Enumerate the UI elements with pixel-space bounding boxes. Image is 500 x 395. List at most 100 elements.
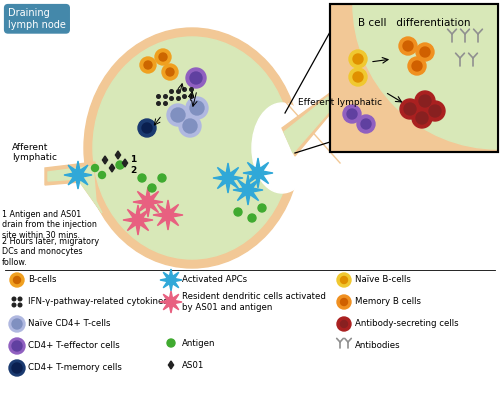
- Circle shape: [98, 171, 105, 179]
- Circle shape: [429, 105, 441, 117]
- Polygon shape: [110, 164, 114, 172]
- Polygon shape: [282, 93, 345, 156]
- Polygon shape: [133, 187, 163, 217]
- Circle shape: [144, 61, 152, 69]
- Text: Naïve CD4+ T-cells: Naïve CD4+ T-cells: [28, 320, 110, 329]
- Circle shape: [353, 54, 363, 64]
- Circle shape: [176, 90, 180, 93]
- Circle shape: [10, 273, 24, 287]
- Circle shape: [92, 164, 98, 171]
- Text: Draining
lymph node: Draining lymph node: [8, 8, 66, 30]
- Circle shape: [164, 95, 168, 98]
- Circle shape: [343, 105, 361, 123]
- Circle shape: [337, 273, 351, 287]
- Circle shape: [9, 316, 25, 332]
- Text: Antibodies: Antibodies: [355, 342, 401, 350]
- Circle shape: [337, 295, 351, 309]
- FancyBboxPatch shape: [330, 4, 498, 152]
- Circle shape: [412, 61, 422, 71]
- Polygon shape: [213, 163, 243, 193]
- Circle shape: [248, 214, 256, 222]
- Circle shape: [162, 64, 178, 80]
- Circle shape: [167, 339, 175, 347]
- Polygon shape: [153, 200, 183, 230]
- Polygon shape: [123, 205, 153, 235]
- Ellipse shape: [84, 28, 300, 268]
- Circle shape: [357, 115, 375, 133]
- Circle shape: [182, 88, 186, 91]
- Circle shape: [182, 95, 186, 98]
- Circle shape: [361, 119, 371, 129]
- Polygon shape: [233, 175, 263, 205]
- Polygon shape: [160, 269, 182, 291]
- Text: CD4+ T-effector cells: CD4+ T-effector cells: [28, 342, 120, 350]
- Text: 2 Hours later, migratory
DCs and monocytes
follow.: 2 Hours later, migratory DCs and monocyt…: [2, 237, 99, 267]
- Text: 1: 1: [130, 155, 136, 164]
- Text: IFN-γ-pathway-related cytokines: IFN-γ-pathway-related cytokines: [28, 297, 168, 307]
- Circle shape: [190, 88, 194, 91]
- Circle shape: [166, 68, 174, 76]
- Polygon shape: [116, 151, 120, 159]
- Circle shape: [183, 119, 197, 133]
- Circle shape: [412, 108, 432, 128]
- Circle shape: [190, 101, 204, 115]
- Circle shape: [138, 174, 146, 182]
- Circle shape: [416, 112, 428, 124]
- Polygon shape: [160, 291, 182, 313]
- Text: Antigen: Antigen: [182, 339, 216, 348]
- Circle shape: [415, 91, 435, 111]
- Circle shape: [186, 68, 206, 88]
- Circle shape: [234, 208, 242, 216]
- Circle shape: [408, 57, 426, 75]
- Circle shape: [148, 184, 156, 192]
- Circle shape: [419, 95, 431, 107]
- Polygon shape: [168, 361, 173, 369]
- Circle shape: [337, 317, 351, 331]
- Circle shape: [340, 299, 347, 305]
- Circle shape: [399, 37, 417, 55]
- Circle shape: [170, 90, 173, 93]
- Text: Naïve B-cells: Naïve B-cells: [355, 275, 411, 284]
- Wedge shape: [353, 4, 498, 149]
- Circle shape: [167, 104, 189, 126]
- Ellipse shape: [93, 37, 291, 259]
- Circle shape: [190, 95, 194, 98]
- Circle shape: [156, 95, 160, 98]
- Circle shape: [158, 174, 166, 182]
- Text: B cell   differentiation: B cell differentiation: [358, 18, 470, 28]
- Circle shape: [9, 360, 25, 376]
- Circle shape: [12, 319, 22, 329]
- Circle shape: [18, 297, 22, 301]
- Circle shape: [347, 109, 357, 119]
- Circle shape: [138, 119, 156, 137]
- Polygon shape: [45, 162, 104, 216]
- Text: Activated APCs: Activated APCs: [182, 275, 247, 284]
- Polygon shape: [48, 166, 102, 213]
- Circle shape: [12, 341, 22, 351]
- Circle shape: [155, 49, 171, 65]
- Circle shape: [403, 41, 413, 51]
- Circle shape: [349, 68, 367, 86]
- Text: 2: 2: [130, 166, 136, 175]
- Circle shape: [340, 320, 347, 327]
- Circle shape: [142, 123, 152, 133]
- Text: Antibody-secreting cells: Antibody-secreting cells: [355, 320, 459, 329]
- Circle shape: [349, 50, 367, 68]
- Text: Afferent
lymphatic: Afferent lymphatic: [12, 143, 57, 162]
- Circle shape: [12, 303, 16, 307]
- Circle shape: [12, 363, 22, 373]
- Polygon shape: [122, 159, 128, 167]
- Polygon shape: [284, 97, 340, 153]
- Circle shape: [14, 276, 20, 284]
- Text: Efferent lymphatic: Efferent lymphatic: [298, 98, 382, 107]
- Text: Memory B cells: Memory B cells: [355, 297, 421, 307]
- Polygon shape: [243, 158, 273, 188]
- Circle shape: [340, 276, 347, 284]
- Circle shape: [171, 108, 185, 122]
- Circle shape: [164, 102, 168, 105]
- Circle shape: [156, 102, 160, 105]
- Circle shape: [190, 72, 202, 84]
- Circle shape: [116, 161, 124, 169]
- Circle shape: [353, 72, 363, 82]
- Circle shape: [186, 97, 208, 119]
